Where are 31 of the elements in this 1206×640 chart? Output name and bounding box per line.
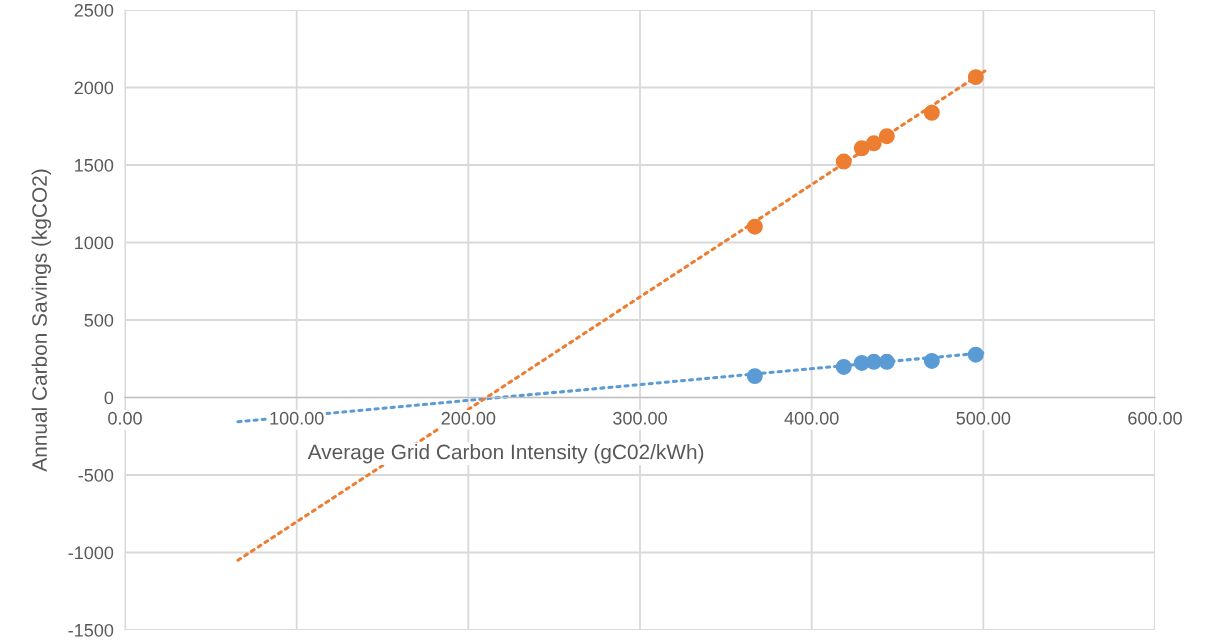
point: [835, 358, 852, 375]
x-tick-label: 400.00: [784, 411, 839, 425]
point: [746, 218, 763, 235]
y-tick-label: 2500: [74, 3, 114, 17]
x-tick-label: 600.00: [1128, 411, 1182, 425]
x-tick-label: 0.00: [108, 411, 142, 425]
point: [746, 368, 763, 385]
point: [835, 153, 852, 170]
point: [923, 104, 940, 121]
y-axis-title: Annual Carbon Savings (kgCO2): [31, 169, 52, 472]
y-tick-label: 1000: [75, 236, 114, 250]
y-tick-label: 1500: [75, 158, 114, 172]
point: [967, 346, 984, 363]
point: [967, 69, 984, 86]
point: [853, 140, 870, 157]
y-tick-label: 2000: [74, 81, 114, 95]
y-tick-label: 500: [84, 313, 114, 327]
point: [865, 353, 882, 370]
x-tick-label: 300.00: [613, 411, 667, 425]
point: [923, 352, 940, 369]
y-tick-label: -500: [78, 468, 114, 482]
x-axis-title: Average Grid Carbon Intensity (gC02/kWh): [307, 444, 704, 464]
x-tick-label: 500.00: [956, 411, 1011, 425]
y-tick-label: -1000: [68, 546, 114, 560]
x-tick-label: 200.00: [441, 411, 496, 425]
point: [878, 128, 895, 145]
y-tick-label: 0: [104, 391, 114, 405]
y-tick-label: -1500: [68, 623, 114, 637]
point: [865, 135, 882, 152]
point: [878, 353, 895, 370]
x-tick-label: 100.00: [270, 411, 324, 425]
